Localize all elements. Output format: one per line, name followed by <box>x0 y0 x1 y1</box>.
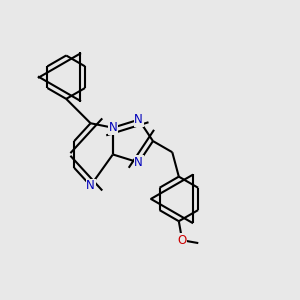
Text: N: N <box>86 179 95 192</box>
Text: N: N <box>134 156 143 169</box>
Text: N: N <box>134 113 143 126</box>
Text: N: N <box>109 121 117 134</box>
Text: O: O <box>178 234 187 247</box>
